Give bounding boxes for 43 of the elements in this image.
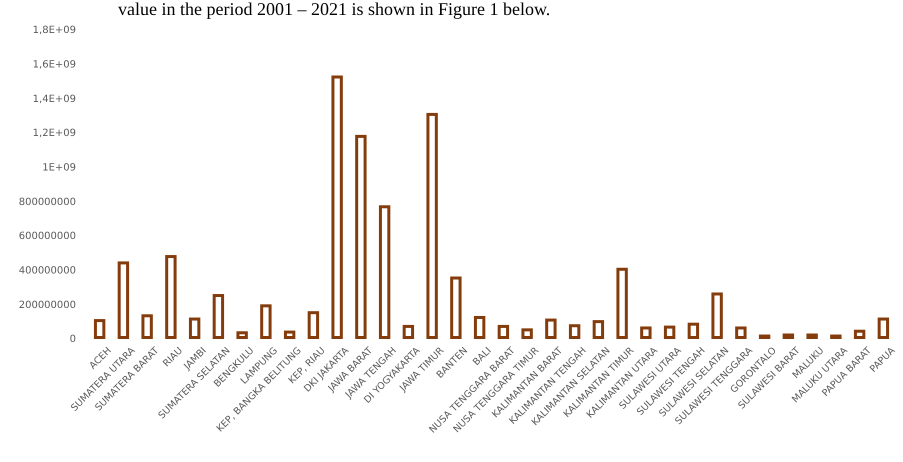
bar	[735, 326, 747, 339]
bar	[284, 330, 296, 339]
bar	[165, 255, 177, 339]
bar	[426, 112, 438, 339]
bar	[521, 328, 533, 339]
bar	[450, 276, 462, 339]
text: value in the period 2001 – 2021 is shown in Figure 1 below.	[118, 0, 550, 19]
y-tick-label: 400000000	[18, 266, 76, 277]
bar	[212, 294, 224, 339]
bar	[782, 334, 794, 339]
bar	[260, 304, 272, 339]
bar	[664, 326, 676, 339]
bar	[711, 292, 723, 339]
bar	[854, 330, 866, 339]
bar	[474, 316, 486, 339]
bar	[616, 268, 628, 339]
bar	[236, 331, 248, 339]
bar	[188, 318, 200, 339]
y-tick-label: 600000000	[18, 231, 76, 242]
bar	[592, 320, 604, 339]
bar	[355, 134, 367, 339]
bar	[118, 261, 130, 339]
bar	[640, 326, 652, 339]
bar	[331, 75, 343, 339]
bar	[568, 324, 580, 339]
bar	[141, 314, 153, 339]
y-tick-label: 1,8E+09	[32, 25, 76, 36]
y-tick-label: 1,2E+09	[32, 128, 76, 140]
y-tick-label: 0	[70, 334, 76, 346]
bar	[308, 311, 320, 339]
bar	[378, 205, 390, 339]
bar	[402, 324, 414, 339]
y-tick-label: 200000000	[18, 300, 76, 311]
bar	[878, 318, 890, 339]
y-tick-label: 800000000	[18, 196, 76, 208]
bar	[498, 324, 510, 339]
bar	[806, 334, 818, 339]
y-tick-label: 1E+09	[42, 162, 76, 174]
bar	[94, 319, 106, 339]
bar	[545, 318, 557, 339]
bar	[688, 322, 700, 339]
y-tick-label: 1,6E+09	[32, 60, 76, 71]
y-tick-label: 1,4E+09	[32, 94, 76, 105]
